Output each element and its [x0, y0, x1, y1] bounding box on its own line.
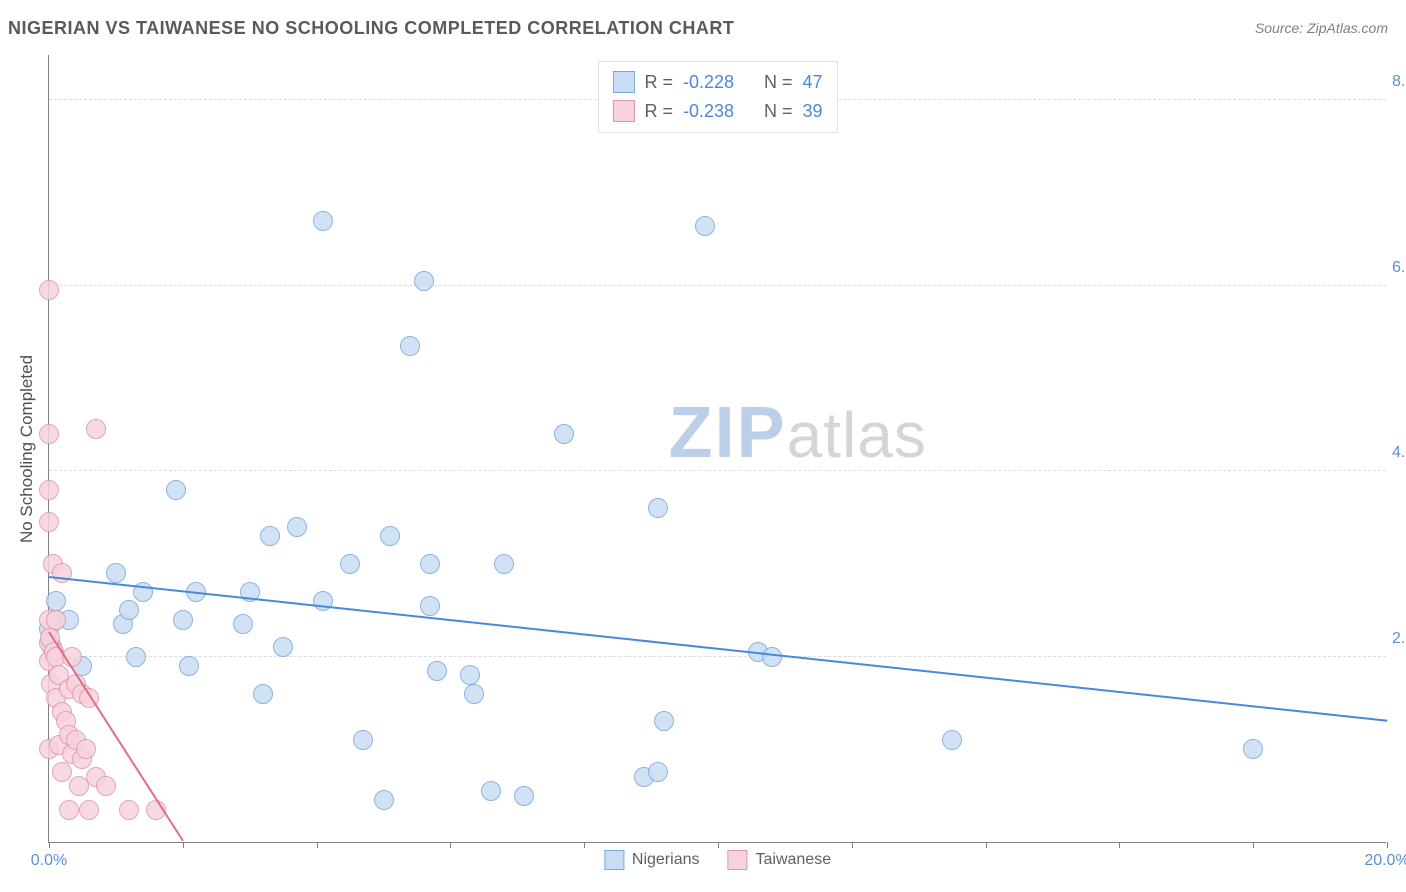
- data-point: [253, 684, 273, 704]
- x-tick: [1387, 842, 1388, 848]
- y-tick-label: 2.0%: [1392, 630, 1406, 648]
- trend-line: [49, 576, 1387, 722]
- data-point: [39, 480, 59, 500]
- data-point: [554, 424, 574, 444]
- data-point: [46, 591, 66, 611]
- data-point: [79, 800, 99, 820]
- data-point: [414, 271, 434, 291]
- source-attribution: Source: ZipAtlas.com: [1255, 20, 1388, 36]
- data-point: [260, 526, 280, 546]
- series-legend-item: Nigerians: [604, 850, 700, 870]
- x-tick: [317, 842, 318, 848]
- stats-legend: R = -0.228 N = 47 R = -0.238 N = 39: [597, 61, 837, 133]
- data-point: [76, 739, 96, 759]
- data-point: [648, 762, 668, 782]
- data-point: [46, 610, 66, 630]
- n-value: 47: [803, 68, 823, 97]
- stats-legend-row: R = -0.238 N = 39: [612, 97, 822, 126]
- legend-swatch: [612, 71, 634, 93]
- data-point: [39, 512, 59, 532]
- data-point: [273, 637, 293, 657]
- n-value: 39: [803, 97, 823, 126]
- data-point: [39, 280, 59, 300]
- watermark-part2: atlas: [787, 399, 927, 471]
- legend-swatch: [604, 850, 624, 870]
- legend-swatch: [612, 100, 634, 122]
- r-label: R =: [644, 97, 673, 126]
- watermark: ZIPatlas: [669, 392, 927, 474]
- data-point: [380, 526, 400, 546]
- data-point: [106, 563, 126, 583]
- series-name: Taiwanese: [755, 851, 831, 869]
- y-tick-label: 4.0%: [1392, 444, 1406, 462]
- data-point: [942, 730, 962, 750]
- data-point: [287, 517, 307, 537]
- data-point: [654, 711, 674, 731]
- stats-legend-row: R = -0.228 N = 47: [612, 68, 822, 97]
- data-point: [762, 647, 782, 667]
- gridline: [49, 470, 1386, 471]
- data-point: [374, 790, 394, 810]
- r-value: -0.228: [683, 68, 734, 97]
- series-legend-item: Taiwanese: [727, 850, 831, 870]
- data-point: [695, 216, 715, 236]
- data-point: [514, 786, 534, 806]
- y-tick-label: 6.0%: [1392, 259, 1406, 277]
- x-tick-label: 20.0%: [1364, 852, 1406, 870]
- data-point: [126, 647, 146, 667]
- data-point: [494, 554, 514, 574]
- r-value: -0.238: [683, 97, 734, 126]
- x-tick: [450, 842, 451, 848]
- data-point: [52, 762, 72, 782]
- legend-swatch: [727, 850, 747, 870]
- data-point: [233, 614, 253, 634]
- data-point: [648, 498, 668, 518]
- x-tick: [49, 842, 50, 848]
- data-point: [166, 480, 186, 500]
- n-label: N =: [764, 68, 793, 97]
- data-point: [59, 800, 79, 820]
- data-point: [481, 781, 501, 801]
- y-axis-label: No Schooling Completed: [17, 354, 37, 542]
- data-point: [313, 211, 333, 231]
- r-label: R =: [644, 68, 673, 97]
- data-point: [460, 665, 480, 685]
- data-point: [340, 554, 360, 574]
- gridline: [49, 285, 1386, 286]
- x-tick-label: 0.0%: [31, 852, 67, 870]
- x-tick: [852, 842, 853, 848]
- data-point: [1243, 739, 1263, 759]
- data-point: [353, 730, 373, 750]
- data-point: [400, 336, 420, 356]
- plot-area: No Schooling Completed ZIPatlas 2.0%4.0%…: [48, 55, 1386, 843]
- chart-title: NIGERIAN VS TAIWANESE NO SCHOOLING COMPL…: [8, 18, 734, 39]
- data-point: [179, 656, 199, 676]
- x-tick: [986, 842, 987, 848]
- data-point: [427, 661, 447, 681]
- data-point: [39, 424, 59, 444]
- data-point: [86, 419, 106, 439]
- x-tick: [584, 842, 585, 848]
- x-tick: [183, 842, 184, 848]
- watermark-part1: ZIP: [669, 393, 787, 473]
- data-point: [420, 596, 440, 616]
- series-legend: Nigerians Taiwanese: [604, 850, 831, 870]
- x-tick: [1119, 842, 1120, 848]
- data-point: [119, 600, 139, 620]
- data-point: [173, 610, 193, 630]
- x-tick: [718, 842, 719, 848]
- series-name: Nigerians: [632, 851, 700, 869]
- data-point: [96, 776, 116, 796]
- n-label: N =: [764, 97, 793, 126]
- data-point: [119, 800, 139, 820]
- y-tick-label: 8.0%: [1392, 73, 1406, 91]
- data-point: [420, 554, 440, 574]
- gridline: [49, 656, 1386, 657]
- data-point: [464, 684, 484, 704]
- x-tick: [1253, 842, 1254, 848]
